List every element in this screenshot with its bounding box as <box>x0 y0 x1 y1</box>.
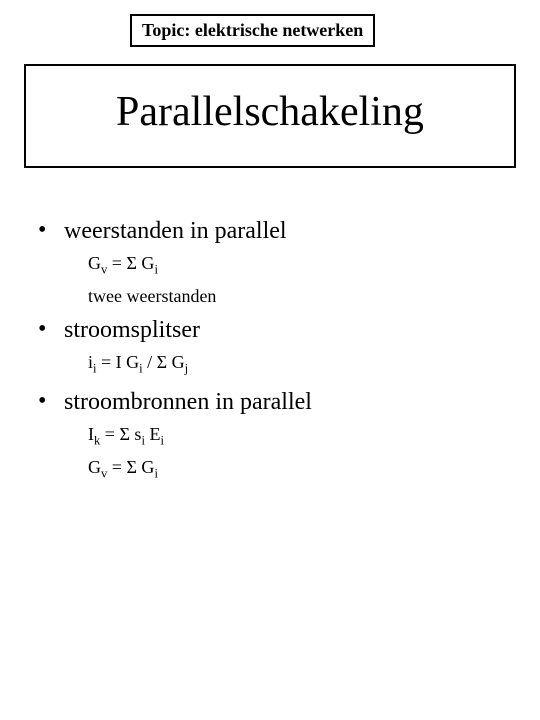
formula: Gv = Σ Gi <box>88 454 510 487</box>
bullet-text: stroombronnen in parallel <box>64 387 510 417</box>
topic-box: Topic: elektrische netwerken <box>130 14 375 47</box>
formula: ii = I Gi / Σ Gj <box>88 349 510 382</box>
bullet-list: weerstanden in parallel Gv = Σ Gi twee w… <box>30 216 510 486</box>
sub-text: twee weerstanden <box>88 283 510 309</box>
sub-block: Ik = Σ si Ei Gv = Σ Gi <box>88 421 510 486</box>
title-box: Parallelschakeling <box>24 64 516 168</box>
bullet-text: weerstanden in parallel <box>64 216 510 246</box>
bullet-item: weerstanden in parallel Gv = Σ Gi twee w… <box>30 216 510 309</box>
slide-title: Parallelschakeling <box>116 89 424 135</box>
bullet-item: stroombronnen in parallel Ik = Σ si Ei G… <box>30 387 510 486</box>
content-area: weerstanden in parallel Gv = Σ Gi twee w… <box>30 216 510 492</box>
sub-block: ii = I Gi / Σ Gj <box>88 349 510 382</box>
topic-label: Topic: elektrische netwerken <box>142 20 363 40</box>
sub-block: Gv = Σ Gi twee weerstanden <box>88 250 510 309</box>
formula: Gv = Σ Gi <box>88 250 510 283</box>
bullet-item: stroomsplitser ii = I Gi / Σ Gj <box>30 315 510 382</box>
bullet-text: stroomsplitser <box>64 315 510 345</box>
formula: Ik = Σ si Ei <box>88 421 510 454</box>
